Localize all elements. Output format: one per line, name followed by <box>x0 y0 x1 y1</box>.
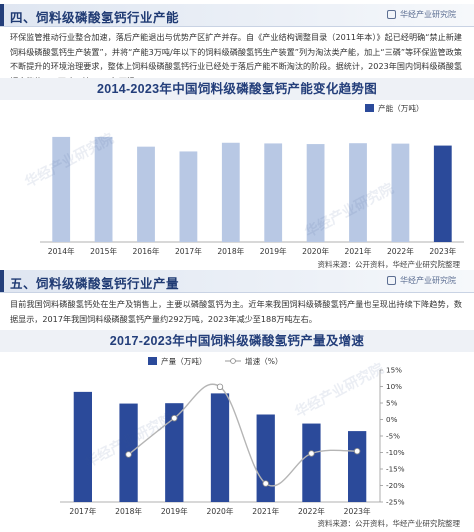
legend-label: 产能（万吨） <box>378 103 424 113</box>
capacity-bar <box>391 143 410 242</box>
growth-point <box>216 383 224 391</box>
capacity-chart: 2014年 2015年 2016年 2017年 2018年 2019年 2020年 2021年… <box>40 103 464 256</box>
x-tick-label: 2018年 <box>115 506 142 516</box>
chart-source: 资料来源：公开资料，华经产业研究院整理 <box>317 260 461 269</box>
section-header-capacity: 四、饲料级磷酸氢钙行业产能 华经产业研究院 <box>0 4 474 27</box>
legend-swatch-bar <box>148 357 157 365</box>
chart-title: 2017-2023年中国饲料级磷酸氢钙产量及增速 <box>0 330 474 352</box>
x-tick-label: 2019年 <box>260 246 287 256</box>
header-accent-bar <box>0 4 4 26</box>
capacity-bar <box>264 143 283 242</box>
x-tick-label: 2021年 <box>252 506 279 516</box>
output-bar <box>210 393 230 502</box>
right-tick-label: 15% <box>386 366 402 375</box>
section-paragraph: 目前我国饲料磷酸氢钙处在生产及销售上，主要以磷酸氢钙为主。近年来我国饲料级磷酸氢… <box>10 299 462 324</box>
x-tick-label: 2022年 <box>387 246 414 256</box>
right-tick-label: 0% <box>386 415 398 424</box>
capacity-bar <box>349 143 367 242</box>
growth-point <box>125 451 132 458</box>
x-tick-label: 2017年 <box>69 506 96 516</box>
output-bar <box>256 414 275 502</box>
output-bar <box>302 423 321 502</box>
x-tick-label: 2014年 <box>48 246 75 256</box>
brand-name: 华经产业研究院 <box>400 10 456 19</box>
x-tick-label: 2020年 <box>207 506 234 516</box>
output-bar <box>165 403 184 502</box>
right-tick-label: 5% <box>386 399 398 408</box>
capacity-bar <box>306 144 325 242</box>
section-title: 四、饲料级磷酸氢钙行业产能 <box>10 10 180 25</box>
growth-point <box>353 447 361 455</box>
output-bar <box>73 391 92 502</box>
legend-label: 产量（万吨） <box>161 356 207 366</box>
capacity-bar <box>94 136 113 242</box>
x-tick-label: 2022年 <box>298 506 325 516</box>
chart-title: 2014-2023年中国饲料级磷酸氢钙产能变化趋势图 <box>0 78 474 100</box>
x-tick-label: 2023年 <box>429 246 456 256</box>
capacity-bar <box>221 142 240 242</box>
capacity-bar <box>179 151 198 242</box>
right-tick-label: -25% <box>386 498 405 507</box>
chart-source: 资料来源：公开资料，华经产业研究院整理 <box>317 519 461 528</box>
right-tick-label: -10% <box>386 448 405 457</box>
x-tick-label: 2020年 <box>302 246 329 256</box>
growth-line <box>128 383 358 487</box>
growth-point <box>308 450 315 457</box>
capacity-bar <box>137 146 155 242</box>
section-header-output: 五、饲料级磷酸氢钙行业产量 华经产业研究院 <box>0 270 474 293</box>
x-tick-label: 2017年 <box>175 246 202 256</box>
output-bar <box>348 431 367 502</box>
right-tick-label: -5% <box>386 432 400 441</box>
x-tick-label: 2018年 <box>217 246 244 256</box>
brand-name: 华经产业研究院 <box>400 276 456 285</box>
x-tick-label: 2019年 <box>161 506 188 516</box>
growth-point <box>262 480 269 487</box>
right-tick-label: -15% <box>386 465 405 474</box>
brand-mark-icon <box>387 10 396 19</box>
right-tick-label: 10% <box>386 382 402 391</box>
capacity-bar <box>433 145 452 242</box>
output-growth-chart: 15% 10% 5% 0% -5% -10% -15% -20% -25% 2017年 2018年 2… <box>60 356 405 516</box>
right-tick-label: -20% <box>386 481 405 490</box>
header-accent-bar <box>0 270 4 292</box>
legend-label: 增速（%） <box>245 356 283 366</box>
legend-swatch <box>365 104 374 112</box>
brand-logo: 华经产业研究院 <box>387 9 456 20</box>
x-tick-label: 2021年 <box>345 246 372 256</box>
x-tick-label: 2015年 <box>90 246 117 256</box>
section-title: 五、饲料级磷酸氢钙行业产量 <box>10 276 180 291</box>
x-tick-label: 2023年 <box>344 506 371 516</box>
brand-mark-icon <box>387 276 396 285</box>
x-tick-label: 2016年 <box>133 246 160 256</box>
growth-point <box>171 414 178 422</box>
capacity-bar <box>52 136 71 242</box>
brand-logo: 华经产业研究院 <box>387 275 456 286</box>
legend-swatch-marker <box>230 358 236 364</box>
